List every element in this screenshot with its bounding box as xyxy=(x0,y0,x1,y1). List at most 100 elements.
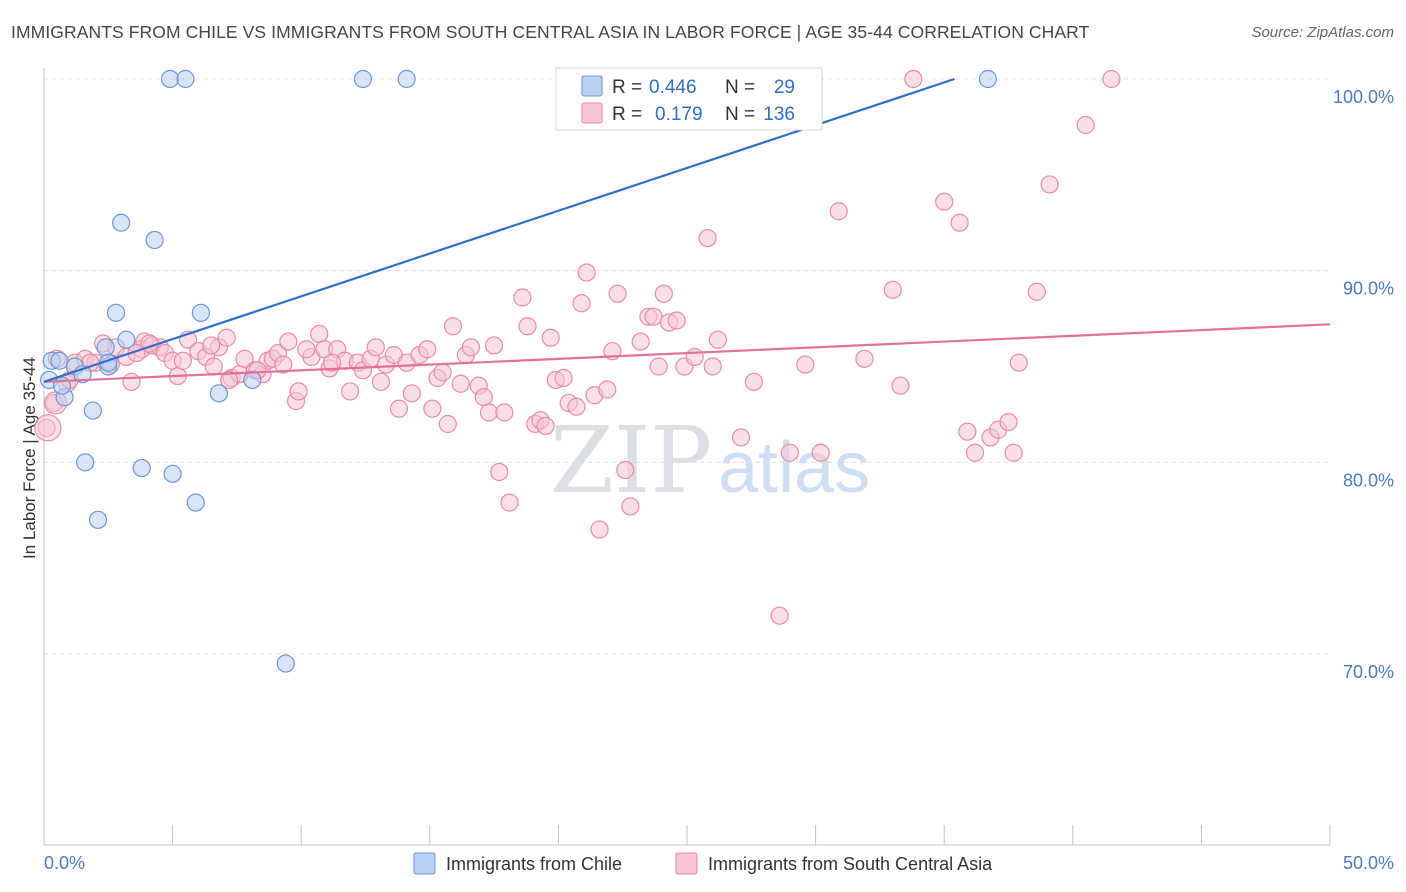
south-central-asia-point xyxy=(289,382,308,401)
south-central-asia-point xyxy=(649,357,668,376)
south-central-asia-point xyxy=(708,330,727,349)
legend: R = 0.446 N = 29 R = 0.179 N = 136 xyxy=(555,67,823,131)
chile-point xyxy=(112,213,131,232)
legend-r-value-chile: 0.446 xyxy=(649,77,697,98)
south-central-asia-point xyxy=(958,422,977,441)
south-central-asia-point xyxy=(536,416,555,436)
south-central-asia-point xyxy=(1004,443,1023,462)
south-central-asia-point xyxy=(608,284,627,303)
south-central-asia-point xyxy=(1027,282,1046,301)
south-central-asia-point xyxy=(474,388,493,407)
chile-point xyxy=(96,338,115,357)
legend-n-value-south-central-asia: 136 xyxy=(763,104,795,125)
south-central-asia-point xyxy=(402,384,421,403)
south-central-asia-point xyxy=(667,311,686,330)
bottom-legend-label-chile: Immigrants from Chile xyxy=(446,854,622,874)
bottom-legend-swatch-south-central-asia xyxy=(675,852,698,875)
south-central-asia-point xyxy=(698,228,717,248)
south-central-asia-point xyxy=(541,328,560,347)
south-central-asia-point xyxy=(855,349,874,368)
south-central-asia-point xyxy=(438,414,457,434)
south-central-asia-point xyxy=(274,355,293,374)
legend-swatch-chile xyxy=(581,75,603,97)
south-central-asia-point xyxy=(340,382,360,401)
legend-r-value-south-central-asia: 0.179 xyxy=(655,104,703,125)
y-tick-label-80: 80.0% xyxy=(1343,470,1394,490)
south-central-asia-point xyxy=(500,493,519,512)
legend-swatch-south-central-asia xyxy=(581,102,603,124)
south-central-asia-point xyxy=(644,307,663,326)
south-central-asia-point xyxy=(891,376,910,395)
south-central-asia-point xyxy=(220,370,239,390)
chile-point xyxy=(76,453,95,472)
chile-point xyxy=(163,464,182,483)
south-central-asia-point xyxy=(371,372,391,391)
south-central-asia-point xyxy=(685,347,704,367)
south-central-asia-point xyxy=(999,412,1018,432)
south-central-asia-point xyxy=(297,340,316,359)
legend-n-label-south-central-asia: N = xyxy=(725,104,755,125)
south-central-asia-point xyxy=(485,336,504,355)
chile-point xyxy=(243,370,262,390)
south-central-asia-point xyxy=(770,606,789,625)
series-south-central-asia-points xyxy=(34,69,1121,625)
south-central-asia-point xyxy=(829,202,848,221)
south-central-asia-point xyxy=(950,213,969,232)
legend-r-label-chile: R = xyxy=(612,77,642,98)
south-central-asia-point xyxy=(217,328,236,347)
south-central-asia-point xyxy=(1102,69,1121,89)
south-central-asia-point xyxy=(202,336,221,355)
y-tick-labels: 70.0% 80.0% 90.0% 100.0% xyxy=(1333,87,1394,682)
south-central-asia-point xyxy=(279,332,298,351)
south-central-asia-point xyxy=(554,368,573,388)
south-central-asia-point xyxy=(518,317,537,336)
south-central-asia-point xyxy=(703,357,722,376)
south-central-asia-point xyxy=(495,403,514,422)
south-central-asia-point xyxy=(780,443,799,462)
legend-n-value-chile: 29 xyxy=(774,77,795,98)
south-central-asia-point xyxy=(204,357,223,376)
chile-point xyxy=(978,69,998,89)
south-central-asia-point xyxy=(616,460,635,480)
south-central-asia-point xyxy=(572,294,591,313)
south-central-asia-point xyxy=(479,403,499,422)
chile-point xyxy=(209,384,228,403)
south-central-asia-point xyxy=(796,355,815,374)
south-central-asia-point xyxy=(418,340,437,359)
south-central-asia-point xyxy=(389,399,409,418)
chile-point xyxy=(145,230,164,250)
south-central-asia-point xyxy=(173,351,192,370)
x-tick-label-max: 50.0% xyxy=(1343,853,1394,873)
chile-point xyxy=(117,330,136,349)
south-central-asia-point xyxy=(310,324,329,344)
chile-point xyxy=(186,493,205,512)
south-central-asia-point xyxy=(1009,353,1028,372)
legend-r-label-south-central-asia: R = xyxy=(612,104,642,125)
chart-source: Source: ZipAtlas.com xyxy=(1251,24,1394,41)
chile-point xyxy=(276,654,295,673)
trend-line-south-central-asia xyxy=(43,323,1331,383)
south-central-asia-point xyxy=(34,414,62,442)
south-central-asia-point xyxy=(451,374,470,393)
south-central-asia-point xyxy=(577,263,596,282)
y-axis-title: In Labor Force | Age 35-44 xyxy=(20,357,39,559)
bottom-legend-label-south-central-asia: Immigrants from South Central Asia xyxy=(708,854,993,874)
chart-title: IMMIGRANTS FROM CHILE VS IMMIGRANTS FROM… xyxy=(11,22,1090,42)
south-central-asia-point xyxy=(744,372,763,391)
south-central-asia-point xyxy=(322,353,342,372)
south-central-asia-point xyxy=(443,317,463,336)
south-central-asia-point xyxy=(122,372,141,391)
chile-point xyxy=(132,458,151,478)
chile-point xyxy=(106,303,126,322)
bottom-legend-swatch-chile xyxy=(413,852,436,875)
chile-point xyxy=(353,69,373,89)
south-central-asia-point xyxy=(567,397,586,416)
x-ticks xyxy=(43,825,1331,845)
chile-point xyxy=(397,69,416,89)
chile-point xyxy=(83,401,102,420)
chile-point xyxy=(50,351,69,370)
south-central-asia-point xyxy=(433,363,452,382)
x-tick-label-min: 0.0% xyxy=(44,853,85,873)
chile-point xyxy=(160,69,180,89)
